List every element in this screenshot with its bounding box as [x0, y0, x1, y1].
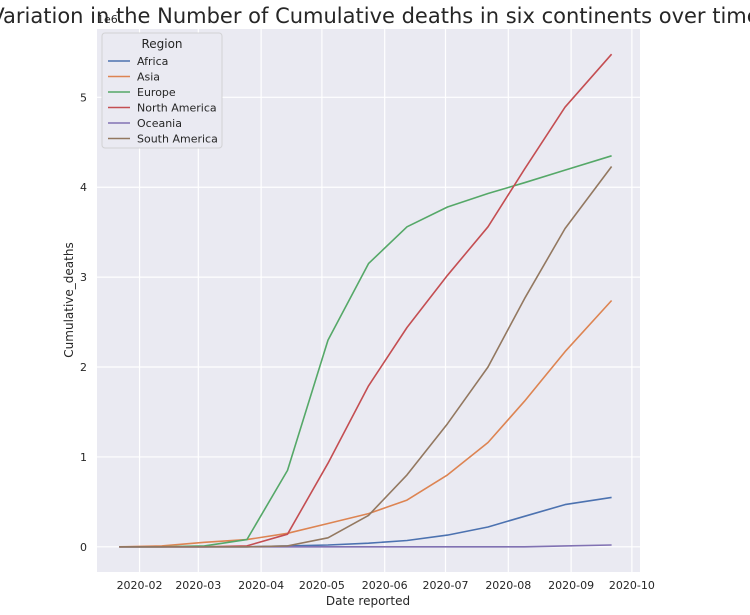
- x-tick-label: 2020-05: [299, 579, 345, 592]
- y-tick-label: 2: [80, 361, 87, 374]
- legend-label-oceania: Oceania: [137, 117, 182, 130]
- legend-label-north-america: North America: [137, 102, 217, 115]
- series-line-europe: [119, 155, 612, 548]
- chart-title: Variation in the Number of Cumulative de…: [0, 4, 750, 28]
- y-tick-label: 4: [80, 181, 87, 194]
- legend-label-asia: Asia: [137, 71, 160, 84]
- legend-label-europe: Europe: [137, 86, 176, 99]
- y-multiplier-label: 1e6: [97, 13, 118, 26]
- x-tick-labels: 2020-02 2020-03 2020-04 2020-05 2020-06 2020-…: [117, 579, 655, 592]
- legend-box: [101, 32, 223, 149]
- x-tick-label: 2020-09: [548, 579, 594, 592]
- legend: Region Africa Asia Europe North America Ocea…: [101, 32, 223, 149]
- y-tick-label: 0: [80, 541, 87, 554]
- x-tick-label: 2020-10: [609, 579, 655, 592]
- legend-title: Region: [141, 37, 182, 51]
- series-line-south-america: [119, 166, 613, 548]
- legend-label-africa: Africa: [137, 55, 168, 68]
- x-tick-label: 2020-06: [362, 579, 408, 592]
- y-tick-label: 1: [80, 451, 87, 464]
- series-line-asia: [119, 299, 613, 548]
- x-axis-label: Date reported: [326, 594, 410, 608]
- y-tick-labels: 0 1 2 3 4 5: [80, 91, 87, 554]
- x-tick-label: 2020-08: [485, 579, 531, 592]
- x-tick-label: 2020-03: [175, 579, 221, 592]
- legend-label-south-america: South America: [137, 133, 218, 146]
- x-tick-label: 2020-07: [423, 579, 469, 592]
- x-tick-label: 2020-04: [238, 579, 284, 592]
- series-lines: [119, 53, 613, 548]
- y-tick-label: 3: [80, 271, 87, 284]
- y-axis-label: Cumulative_deaths: [62, 242, 76, 357]
- x-tick-label: 2020-02: [117, 579, 163, 592]
- y-tick-label: 5: [80, 91, 87, 104]
- legend-items: Africa Asia Europe North America Oceania Sout…: [108, 55, 218, 146]
